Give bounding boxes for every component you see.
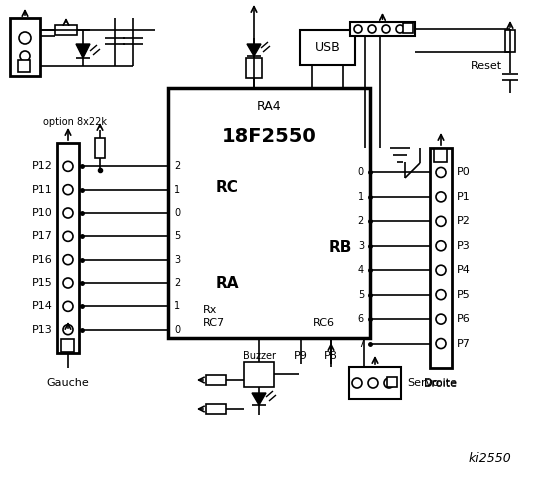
Text: 4: 4 [358, 265, 364, 275]
Text: Servo: Servo [407, 378, 439, 388]
Bar [18, 60, 30, 72]
Text: P15: P15 [32, 278, 53, 288]
Circle shape [436, 216, 446, 227]
Circle shape [368, 378, 378, 388]
Bar [350, 22, 415, 36]
Text: USB: USB [315, 41, 341, 54]
Circle shape [436, 168, 446, 178]
Circle shape [63, 301, 73, 312]
Circle shape [436, 338, 446, 348]
Circle shape [354, 25, 362, 33]
Text: P5: P5 [457, 289, 471, 300]
Bar [403, 23, 413, 33]
Text: P0: P0 [457, 168, 471, 178]
Text: Reset: Reset [471, 61, 502, 71]
Text: RC: RC [216, 180, 239, 195]
Bar [434, 149, 447, 162]
Text: ki2550: ki2550 [468, 452, 512, 465]
Text: P3: P3 [457, 241, 471, 251]
Circle shape [19, 32, 31, 44]
Bar [505, 30, 515, 52]
Text: P13: P13 [32, 324, 53, 335]
Text: P6: P6 [457, 314, 471, 324]
Bar [61, 339, 74, 352]
Text: 0: 0 [174, 324, 180, 335]
Text: 1: 1 [174, 301, 180, 312]
Text: 6: 6 [358, 314, 364, 324]
Polygon shape [247, 44, 261, 56]
Text: P16: P16 [32, 255, 53, 264]
Circle shape [63, 278, 73, 288]
Bar [246, 58, 262, 78]
Text: Buzzer: Buzzer [243, 351, 275, 361]
Text: RC6: RC6 [313, 318, 335, 328]
Text: 0: 0 [358, 168, 364, 178]
Text: P2: P2 [457, 216, 471, 227]
Circle shape [63, 324, 73, 335]
Text: P12: P12 [32, 161, 53, 171]
Text: 3: 3 [358, 241, 364, 251]
Bar [387, 377, 397, 387]
Circle shape [436, 241, 446, 251]
Circle shape [352, 378, 362, 388]
Text: Rx: Rx [203, 305, 217, 315]
Circle shape [396, 25, 404, 33]
Text: RA: RA [216, 276, 239, 290]
Bar [57, 143, 79, 353]
Text: P9: P9 [294, 351, 308, 361]
Circle shape [436, 314, 446, 324]
Text: P14: P14 [32, 301, 53, 312]
Circle shape [382, 25, 390, 33]
Circle shape [63, 161, 73, 171]
Text: 3: 3 [174, 255, 180, 264]
Text: 0: 0 [174, 208, 180, 218]
Polygon shape [76, 44, 90, 58]
Circle shape [63, 185, 73, 195]
Bar [430, 148, 452, 368]
Text: 1: 1 [174, 185, 180, 195]
Bar [206, 375, 226, 385]
Text: P7: P7 [457, 338, 471, 348]
Bar [244, 362, 274, 387]
Bar [95, 138, 105, 158]
Text: 2: 2 [358, 216, 364, 227]
Bar [55, 25, 77, 35]
Circle shape [436, 192, 446, 202]
Text: P4: P4 [457, 265, 471, 275]
Text: RB: RB [328, 240, 352, 255]
Text: RC7: RC7 [203, 318, 225, 328]
Text: Droite: Droite [424, 379, 458, 389]
Text: 18F2550: 18F2550 [222, 127, 316, 145]
Bar [206, 404, 226, 414]
Text: P11: P11 [32, 185, 53, 195]
Text: option 8x22k: option 8x22k [43, 117, 107, 127]
Circle shape [63, 231, 73, 241]
Text: 5: 5 [358, 289, 364, 300]
Text: 7: 7 [358, 338, 364, 348]
Text: 5: 5 [174, 231, 180, 241]
Text: Droite: Droite [424, 378, 458, 388]
Circle shape [384, 378, 394, 388]
Circle shape [436, 289, 446, 300]
Text: 1: 1 [358, 192, 364, 202]
Circle shape [63, 208, 73, 218]
Circle shape [436, 265, 446, 275]
Text: P10: P10 [32, 208, 53, 218]
Polygon shape [252, 393, 266, 405]
Text: P8: P8 [324, 351, 338, 361]
Text: P17: P17 [32, 231, 53, 241]
Circle shape [20, 51, 30, 61]
Text: P1: P1 [457, 192, 471, 202]
Circle shape [368, 25, 376, 33]
Text: 2: 2 [174, 161, 180, 171]
Text: 2: 2 [174, 278, 180, 288]
Bar [168, 88, 370, 338]
Text: Gauche: Gauche [46, 378, 90, 388]
Text: RA4: RA4 [257, 99, 281, 112]
Circle shape [63, 255, 73, 264]
Bar [10, 18, 40, 76]
Bar [349, 367, 401, 399]
Bar [300, 30, 355, 65]
